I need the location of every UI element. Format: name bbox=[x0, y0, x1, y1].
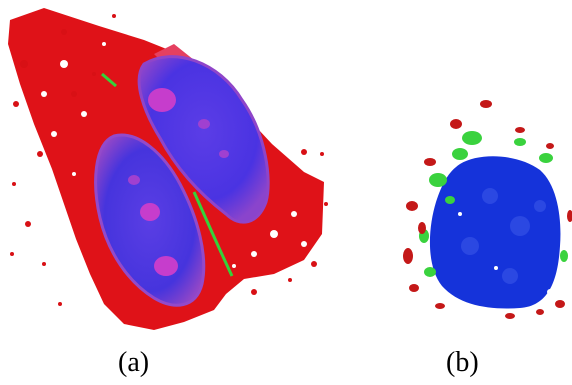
panel-a-image bbox=[4, 4, 330, 336]
nucleus-b-holes bbox=[458, 212, 553, 295]
nucleolus bbox=[140, 203, 160, 221]
cytoplasm-speckles bbox=[10, 14, 328, 306]
panel-b-caption: (b) bbox=[446, 347, 479, 378]
panel-b-image bbox=[400, 96, 572, 319]
nucleolus bbox=[148, 88, 176, 112]
green-fiber bbox=[192, 191, 234, 277]
nucleus-b bbox=[429, 156, 561, 309]
green-fragments bbox=[419, 131, 568, 277]
cytoplasm-holes bbox=[41, 42, 307, 268]
nucleus-b-texture bbox=[461, 188, 546, 284]
red-fragments bbox=[403, 100, 572, 319]
panel-a-caption: (a) bbox=[118, 347, 150, 378]
green-fiber bbox=[101, 72, 117, 88]
